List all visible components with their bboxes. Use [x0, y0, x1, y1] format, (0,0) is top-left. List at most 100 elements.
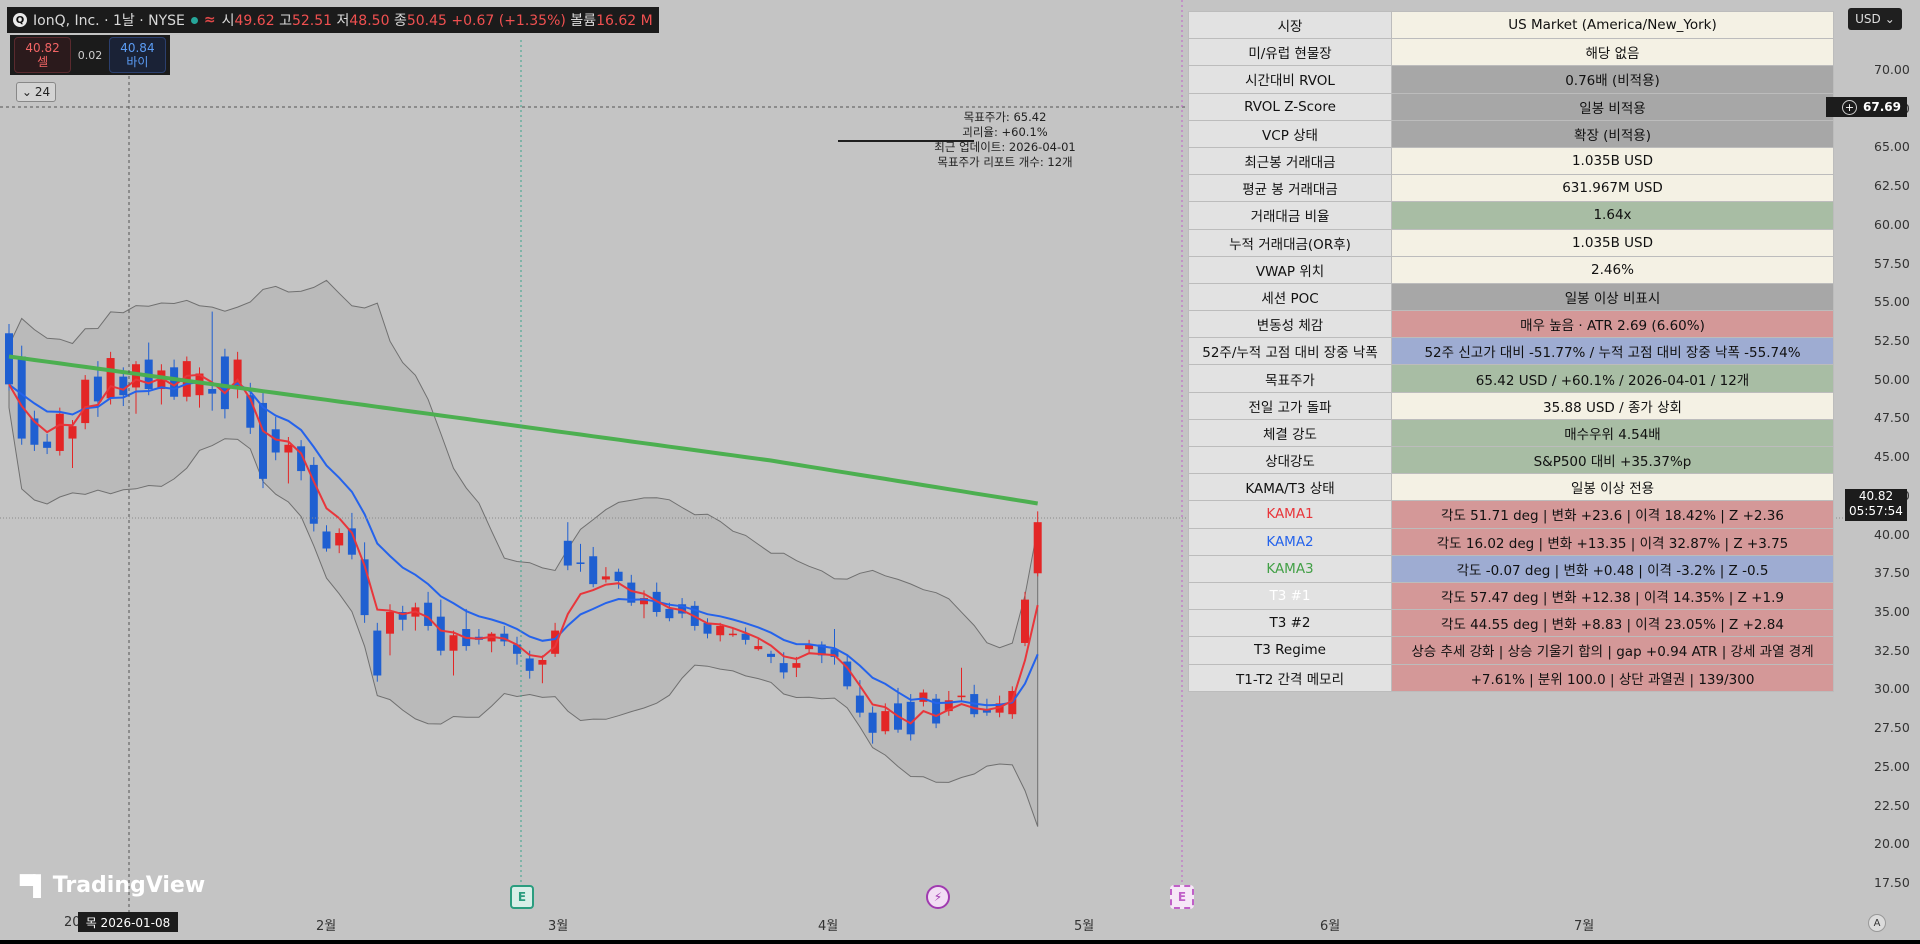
- candle: [932, 694, 941, 729]
- info-row: 시간대비 RVOL 0.76배 (비적용): [1188, 65, 1834, 94]
- info-key: VCP 상태: [1188, 119, 1392, 148]
- candle: [81, 375, 90, 430]
- candle: [220, 348, 229, 419]
- symbol-title[interactable]: IonQ, Inc. · 1날 · NYSE: [33, 13, 185, 29]
- price-axis-label: 17.50: [1874, 875, 1910, 890]
- price-axis-label: 27.50: [1874, 720, 1910, 736]
- candle: [614, 568, 623, 589]
- time-axis-label: 4월: [818, 919, 839, 934]
- info-value: 매수우위 4.54배: [1391, 418, 1834, 448]
- info-key: VWAP 위치: [1188, 255, 1392, 284]
- info-row: T1-T2 간격 메모리 +7.61% | 분위 100.0 | 상단 과열권 |…: [1188, 663, 1834, 692]
- info-key: T3 #2: [1188, 609, 1392, 638]
- info-key: KAMA1: [1188, 500, 1392, 529]
- info-key: 세션 POC: [1188, 282, 1392, 312]
- info-key: 목표주가: [1188, 364, 1392, 393]
- price-axis-label: 22.50: [1874, 797, 1910, 813]
- candle: [792, 656, 801, 678]
- price-axis-label: 37.50: [1874, 565, 1910, 581]
- target-price-line: [838, 140, 974, 142]
- price-axis-label: 62.50: [1874, 178, 1910, 194]
- candle: [373, 622, 382, 682]
- candle: [1021, 591, 1029, 647]
- indicator-collapse-button[interactable]: ⌄ 24: [16, 82, 56, 102]
- candle: [513, 636, 521, 665]
- price-axis-label: 35.00: [1874, 604, 1910, 619]
- info-key: T3 #1: [1188, 581, 1392, 611]
- tradingview-logo[interactable]: ▀▌ TradingView: [20, 873, 206, 898]
- info-value: 35.88 USD / 종가 상회: [1391, 391, 1834, 420]
- info-row: T3 #2 각도 44.55 deg | 변화 +8.83 | 이격 23.05%…: [1188, 609, 1834, 638]
- price-axis-label: 20.00: [1874, 836, 1910, 852]
- info-row: 세션 POC 일봉 이상 비표시: [1188, 282, 1834, 312]
- info-key: 52주/누적 고점 대비 장중 낙폭: [1188, 337, 1392, 366]
- info-row: 누적 거래대금(OR후) 1.035B USD: [1188, 228, 1834, 257]
- candle: [957, 667, 966, 702]
- price-axis-label: 30.00: [1874, 681, 1910, 697]
- price-axis-label: 32.50: [1874, 642, 1910, 658]
- info-value: 각도 -0.07 deg | 변화 +0.48 | 이격 -3.2% | Z -…: [1391, 554, 1834, 583]
- ohlc-values: 시49.62 고52.51 저48.50 종50.45 +0.67 (+1.35…: [221, 13, 653, 29]
- info-value: 65.42 USD / +60.1% / 2026-04-01 / 12개: [1391, 364, 1834, 393]
- time-axis-label: 7월: [1574, 919, 1595, 934]
- info-row: 최근봉 거래대금 1.035B USD: [1188, 146, 1834, 176]
- candle: [500, 625, 509, 647]
- market-status-icon: [190, 16, 198, 24]
- candle: [360, 542, 369, 623]
- candle: [1033, 511, 1042, 577]
- info-value: 각도 44.55 deg | 변화 +8.83 | 이격 23.05% | Z …: [1391, 609, 1834, 638]
- info-row: 목표주가 65.42 USD / +60.1% / 2026-04-01 / 12…: [1188, 364, 1834, 393]
- current-price-label: 40.82 05:57:54: [1845, 489, 1907, 521]
- future-earnings-event-icon[interactable]: E: [1170, 885, 1194, 909]
- info-value: 52주 신고가 대비 -51.77% / 누적 고점 대비 장중 낙폭 -55.…: [1391, 337, 1834, 366]
- dividend-event-icon[interactable]: ⚡: [926, 885, 950, 909]
- info-row: VWAP 위치 2.46%: [1188, 255, 1834, 284]
- candle: [436, 599, 445, 656]
- price-axis-label: 70.00: [1874, 62, 1910, 77]
- candle: [424, 591, 433, 631]
- earnings-event-icon[interactable]: E: [510, 885, 534, 909]
- info-value: 631.967M USD: [1391, 174, 1834, 203]
- info-key: 시간대비 RVOL: [1188, 65, 1392, 94]
- info-value: +7.61% | 분위 100.0 | 상단 과열권 | 139/300: [1391, 663, 1834, 692]
- info-value: 일봉 이상 전용: [1391, 473, 1834, 502]
- auto-scale-button[interactable]: A: [1868, 914, 1886, 932]
- info-key: T3 Regime: [1188, 636, 1392, 665]
- candle: [576, 543, 585, 572]
- info-row: 변동성 체감 매우 높음 · ATR 2.69 (6.60%): [1188, 310, 1834, 339]
- info-value: 1.64x: [1391, 201, 1834, 230]
- sell-button[interactable]: 40.82 셀: [14, 37, 72, 73]
- candle: [335, 528, 344, 554]
- tradingview-mark-icon: ▀▌: [20, 873, 49, 898]
- time-axis-label: 20: [64, 915, 81, 930]
- plus-icon[interactable]: +: [1842, 99, 1858, 115]
- info-key: T1-T2 간격 메모리: [1188, 663, 1392, 692]
- info-key: KAMA/T3 상태: [1188, 473, 1392, 502]
- info-key: 누적 거래대금(OR후): [1188, 228, 1392, 257]
- price-axis-label: 52.50: [1874, 333, 1910, 348]
- info-key: 전일 고가 돌파: [1188, 391, 1392, 420]
- info-key: 시장: [1188, 10, 1392, 40]
- candle: [449, 630, 458, 676]
- indicator-info-table: 시장 US Market (America/New_York) 미/유럽 현물장 해당…: [1188, 10, 1834, 692]
- info-row: 전일 고가 돌파 35.88 USD / 종가 상회: [1188, 391, 1834, 420]
- info-value: 해당 없음: [1391, 38, 1834, 67]
- candle: [665, 602, 674, 622]
- info-value: 각도 57.47 deg | 변화 +12.38 | 이격 14.35% | Z…: [1391, 581, 1834, 611]
- price-axis-label: 65.00: [1874, 139, 1910, 155]
- candle: [309, 457, 318, 532]
- time-axis-label: 3월: [548, 919, 569, 934]
- price-axis-label: 55.00: [1874, 294, 1910, 310]
- price-axis-label: 50.00: [1874, 371, 1910, 387]
- price-axis-label: 40.00: [1874, 526, 1910, 542]
- candle: [678, 598, 687, 619]
- candle: [322, 525, 331, 552]
- info-row: 52주/누적 고점 대비 장중 낙폭 52주 신고가 대비 -51.77% / 누…: [1188, 337, 1834, 366]
- symbol-header[interactable]: Q IonQ, Inc. · 1날 · NYSE ≈ 시49.62 고52.51…: [7, 7, 659, 33]
- buy-button[interactable]: 40.84 바이: [108, 37, 166, 73]
- info-row: T3 Regime 상승 추세 강화 | 상승 기울기 합의 | gap +0.9…: [1188, 636, 1834, 665]
- candle: [589, 546, 598, 588]
- info-key: 체결 강도: [1188, 418, 1392, 448]
- currency-selector[interactable]: USD ⌄: [1848, 8, 1902, 30]
